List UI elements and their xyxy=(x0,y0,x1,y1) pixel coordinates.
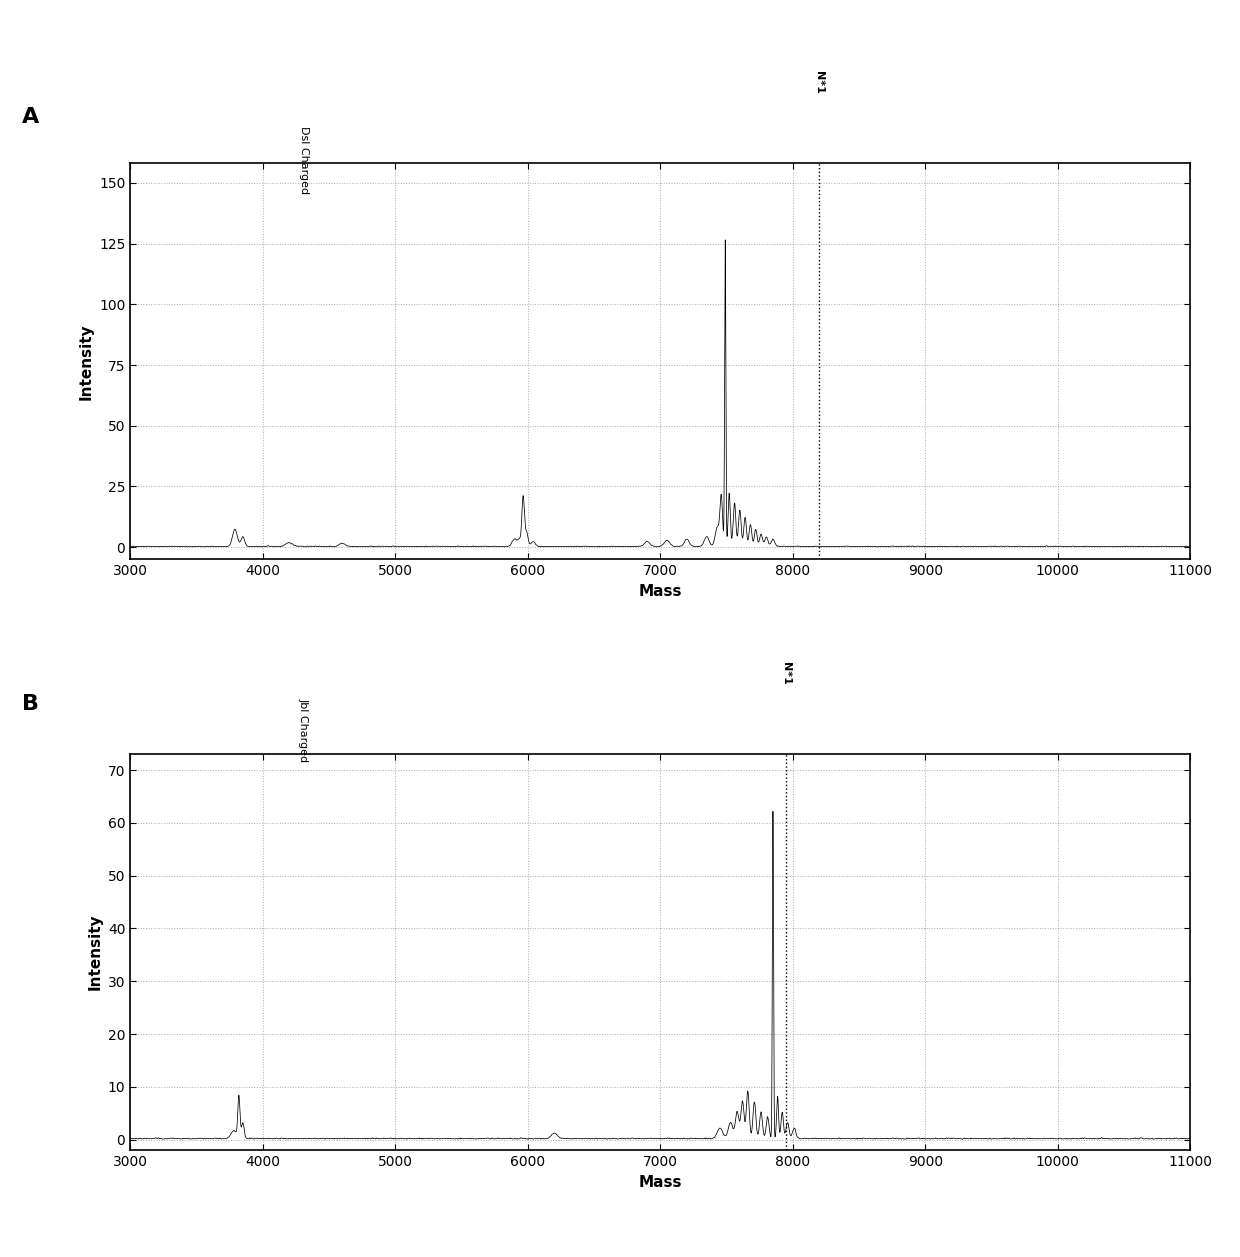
Text: B: B xyxy=(22,694,40,714)
Text: N*1: N*1 xyxy=(781,662,791,685)
Text: Dsl Charged: Dsl Charged xyxy=(299,126,309,194)
X-axis label: Mass: Mass xyxy=(639,1174,682,1189)
Text: N*1: N*1 xyxy=(815,72,825,94)
Y-axis label: Intensity: Intensity xyxy=(78,323,93,400)
X-axis label: Mass: Mass xyxy=(639,583,682,598)
Y-axis label: Intensity: Intensity xyxy=(87,914,102,991)
Text: A: A xyxy=(22,107,40,127)
Text: Jbl Charged: Jbl Charged xyxy=(299,698,309,762)
